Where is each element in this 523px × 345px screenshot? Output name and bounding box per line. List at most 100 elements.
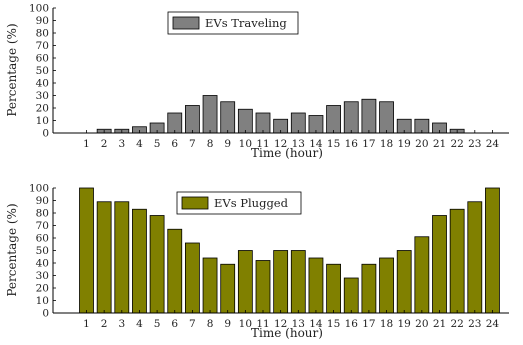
x-tick-label: 11 — [256, 138, 269, 150]
y-tick-label: 10 — [36, 115, 49, 127]
legend: EVs Plugged — [176, 191, 302, 215]
x-tick-label: 3 — [118, 318, 125, 330]
x-tick-label: 19 — [398, 318, 411, 330]
x-tick-label: 21 — [433, 138, 446, 150]
x-tick-label: 24 — [486, 138, 500, 150]
x-tick-label: 9 — [224, 318, 231, 330]
x-tick-label: 20 — [415, 318, 428, 330]
y-tick-label: 100 — [29, 3, 49, 15]
y-tick-label: 50 — [36, 65, 49, 77]
y-tick-label: 30 — [36, 90, 49, 102]
bar-hour-6 — [167, 228, 183, 314]
y-axis-label: Percentage (%) — [5, 23, 19, 116]
y-axis-label: Percentage (%) — [5, 203, 19, 296]
bar-hour-12 — [273, 250, 289, 314]
x-tick-label: 10 — [239, 138, 252, 150]
x-tick-label: 7 — [189, 138, 196, 150]
y-tick-label: 100 — [29, 183, 49, 195]
y-tick-label: 20 — [36, 103, 49, 115]
bar-hour-17 — [361, 263, 377, 314]
x-tick-label: 17 — [362, 318, 375, 330]
x-tick-label: 15 — [327, 138, 340, 150]
x-tick-label: 13 — [292, 138, 305, 150]
bar-hour-3 — [114, 201, 130, 314]
x-tick-label: 7 — [189, 318, 196, 330]
y-tick-label: 0 — [42, 128, 49, 140]
x-tick-label: 24 — [486, 318, 500, 330]
bar-hour-2 — [96, 201, 112, 314]
x-tick-label: 18 — [380, 138, 393, 150]
x-tick-label: 4 — [136, 138, 143, 150]
x-tick-label: 18 — [380, 318, 393, 330]
y-tick-label: 60 — [36, 53, 49, 65]
x-tick-label: 12 — [274, 138, 287, 150]
bar-hour-15 — [326, 105, 342, 134]
bar-hour-15 — [326, 263, 342, 314]
x-tick-label: 14 — [309, 318, 323, 330]
legend-box — [167, 11, 299, 35]
legend-label: EVs Traveling — [205, 16, 287, 30]
x-tick-label: 1 — [83, 318, 90, 330]
bar-hour-18 — [379, 257, 394, 314]
bar-hour-10 — [237, 108, 253, 134]
bar-hour-20 — [414, 236, 430, 314]
x-tick-label: 8 — [207, 138, 214, 150]
bar-hour-22 — [449, 208, 465, 314]
x-tick-label: 5 — [154, 318, 161, 330]
x-tick-label: 1 — [83, 138, 90, 150]
x-tick-label: 6 — [171, 138, 178, 150]
bar-hour-7 — [184, 105, 200, 134]
x-tick-label: 16 — [345, 138, 359, 150]
x-tick-label: 9 — [224, 138, 231, 150]
bar-hour-8 — [202, 257, 218, 314]
bar-hour-8 — [202, 95, 218, 134]
bar-hour-24 — [485, 187, 500, 314]
y-tick-label: 70 — [36, 220, 49, 232]
y-tick-label: 60 — [36, 233, 49, 245]
y-tick-label: 80 — [36, 208, 49, 220]
x-tick-label: 13 — [292, 318, 305, 330]
x-axis-label: Time (hour) — [251, 326, 323, 340]
legend: EVs Traveling — [167, 11, 299, 35]
y-tick-label: 20 — [36, 283, 49, 295]
y-tick-label: 90 — [36, 15, 49, 27]
x-tick-label: 20 — [415, 138, 428, 150]
bar-hour-5 — [149, 215, 165, 314]
x-tick-label: 14 — [309, 138, 323, 150]
y-tick-label: 90 — [36, 195, 49, 207]
x-tick-label: 22 — [450, 318, 463, 330]
x-tick-label: 2 — [101, 138, 108, 150]
bar-hour-4 — [132, 208, 147, 314]
bar-hour-14 — [308, 257, 324, 314]
x-tick-label: 12 — [274, 318, 287, 330]
y-tick-label: 30 — [36, 270, 49, 282]
legend-label: EVs Plugged — [214, 196, 289, 210]
bar-hour-9 — [220, 101, 236, 134]
x-tick-label: 22 — [450, 138, 463, 150]
y-tick-label: 40 — [36, 258, 49, 270]
y-tick-label: 50 — [36, 245, 49, 257]
y-tick-label: 0 — [42, 308, 49, 320]
x-tick-label: 6 — [171, 318, 178, 330]
x-tick-label: 21 — [433, 318, 446, 330]
bar-hour-16 — [343, 277, 359, 314]
bar-hour-11 — [255, 260, 271, 314]
y-tick-label: 80 — [36, 28, 49, 40]
bar-hour-21 — [432, 215, 447, 314]
bar-hour-16 — [343, 101, 359, 134]
x-tick-label: 2 — [101, 318, 108, 330]
legend-swatch — [181, 196, 209, 210]
x-tick-label: 8 — [207, 318, 214, 330]
x-tick-label: 10 — [239, 318, 252, 330]
bar-hour-13 — [290, 250, 306, 314]
x-tick-label: 23 — [468, 138, 481, 150]
y-tick-label: 70 — [36, 40, 49, 52]
bar-hour-7 — [184, 242, 200, 314]
x-tick-label: 15 — [327, 318, 340, 330]
x-tick-label: 4 — [136, 318, 143, 330]
bar-hour-1 — [79, 187, 94, 314]
bar-hour-18 — [379, 101, 394, 134]
bar-hour-19 — [396, 250, 412, 314]
